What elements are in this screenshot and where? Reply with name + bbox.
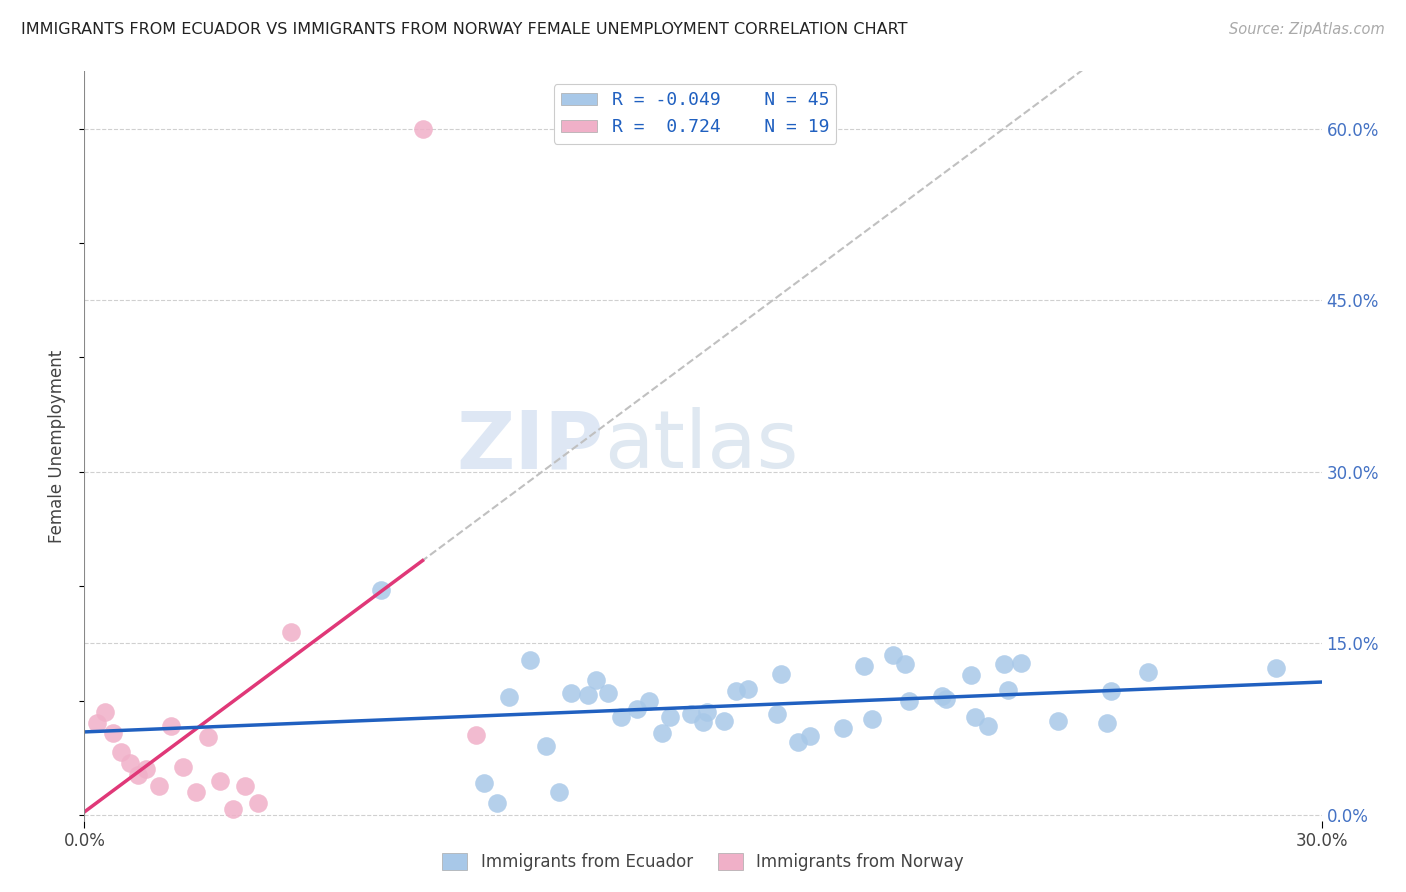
Point [965,709,987,723]
Point [1099,684,1122,698]
Point [626,701,648,715]
Point [110,745,132,759]
Point [1265,661,1288,675]
Point [172,760,194,774]
Point [960,668,983,682]
Point [598,685,620,699]
Point [519,653,541,667]
Y-axis label: Female Unemployment: Female Unemployment [48,350,66,542]
Point [118,756,141,771]
Point [103,725,125,739]
Point [498,690,520,704]
Point [852,659,875,673]
Point [560,685,582,699]
Point [585,673,607,687]
Point [233,780,256,794]
Point [536,739,558,754]
Point [766,707,789,722]
Point [1137,665,1160,679]
Point [692,715,714,730]
Point [737,682,759,697]
Point [160,719,183,733]
Point [651,725,673,739]
Point [148,780,170,794]
Point [931,689,953,703]
Point [935,692,957,706]
Point [246,797,269,811]
Point [882,648,904,662]
Point [786,735,808,749]
Point [997,683,1019,698]
Point [638,693,661,707]
Text: Source: ZipAtlas.com: Source: ZipAtlas.com [1229,22,1385,37]
Point [1010,656,1032,670]
Point [547,785,569,799]
Point [135,762,157,776]
Text: IMMIGRANTS FROM ECUADOR VS IMMIGRANTS FROM NORWAY FEMALE UNEMPLOYMENT CORRELATIO: IMMIGRANTS FROM ECUADOR VS IMMIGRANTS FR… [21,22,908,37]
Point [86,716,108,731]
Legend: Immigrants from Ecuador, Immigrants from Norway: Immigrants from Ecuador, Immigrants from… [434,845,972,880]
Point [485,797,508,811]
Point [832,721,855,735]
Point [659,709,682,723]
Point [976,719,998,733]
Point [184,785,207,799]
Point [94,705,117,719]
Point [770,667,793,681]
Point [609,709,631,723]
Point [197,730,219,744]
Text: ZIP: ZIP [457,407,605,485]
Point [412,121,434,136]
Point [1046,714,1069,728]
Point [576,688,599,702]
Point [679,707,702,722]
Point [280,624,302,639]
Legend: R = -0.049    N = 45, R =  0.724    N = 19: R = -0.049 N = 45, R = 0.724 N = 19 [554,84,837,144]
Text: atlas: atlas [605,407,799,485]
Point [1095,716,1118,731]
Point [465,728,488,742]
Point [696,705,718,719]
Point [370,582,392,597]
Point [860,712,883,726]
Point [724,684,747,698]
Point [993,657,1015,671]
Point [713,714,735,728]
Point [209,773,232,788]
Point [127,768,149,782]
Point [474,776,496,790]
Point [894,657,917,671]
Point [222,802,245,816]
Point [898,693,921,707]
Point [799,729,821,743]
